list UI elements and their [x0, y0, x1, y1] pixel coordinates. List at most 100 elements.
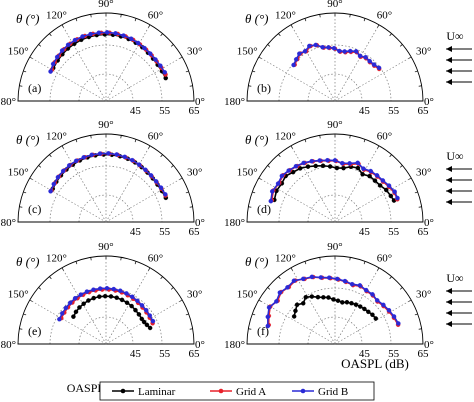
arrow-head	[446, 199, 452, 205]
data-point	[366, 309, 371, 315]
angle-tick	[160, 154, 163, 158]
angle-tick-label: 60°	[148, 130, 163, 142]
grid-arc	[307, 316, 363, 345]
angle-tick	[19, 85, 23, 87]
data-point	[143, 167, 148, 173]
data-point	[266, 305, 272, 310]
grid-spoke	[290, 267, 336, 345]
angle-tick	[414, 191, 418, 194]
data-point	[381, 302, 386, 308]
angle-tick-label: 90°	[327, 119, 342, 131]
data-point	[59, 48, 65, 53]
data-point	[302, 48, 308, 54]
data-point	[380, 178, 386, 183]
grid-spoke	[61, 267, 107, 345]
series-line-grid-b	[270, 159, 399, 202]
data-point	[371, 62, 377, 67]
data-point	[119, 297, 125, 303]
data-point	[353, 49, 359, 54]
angle-tick	[408, 177, 412, 180]
data-point	[102, 293, 108, 299]
radial-tick-label: 55	[159, 348, 171, 360]
angle-tick	[267, 287, 271, 290]
data-point	[55, 174, 61, 180]
angle-tick	[38, 44, 42, 47]
angle-tick	[170, 165, 174, 168]
data-point	[274, 299, 279, 304]
data-point	[48, 189, 53, 194]
data-point	[320, 45, 325, 50]
angle-tick	[399, 287, 403, 290]
theta-axis-label: θ (°)	[16, 254, 40, 269]
data-point	[321, 295, 326, 300]
angle-tick-label: 180°	[0, 96, 16, 108]
outer-boundary	[17, 133, 195, 223]
angle-tick-label: 0°	[424, 217, 434, 229]
data-point	[48, 69, 53, 74]
angle-tick	[349, 14, 351, 18]
data-point	[391, 314, 397, 319]
data-point	[104, 30, 110, 35]
angle-tick	[179, 299, 183, 302]
angle-tick-label: 120°	[46, 252, 67, 264]
angle-tick	[363, 18, 366, 22]
data-point	[368, 168, 373, 174]
data-point	[72, 296, 78, 301]
radial-tick-label: 55	[159, 105, 171, 117]
data-point	[128, 36, 134, 41]
data-point	[285, 285, 290, 290]
angle-tick	[267, 165, 271, 168]
radial-tick-label: 45	[130, 105, 142, 117]
angle-tick	[290, 267, 293, 271]
arrow-head	[446, 46, 452, 52]
angle-tick	[148, 267, 151, 271]
data-point	[315, 294, 321, 300]
data-point	[367, 58, 372, 64]
grid-spoke	[334, 299, 412, 345]
arrow-head	[446, 299, 452, 305]
angle-tick	[185, 191, 189, 194]
grid-spoke	[29, 56, 107, 102]
data-point	[370, 292, 375, 297]
arrow-head	[446, 288, 452, 294]
data-point	[147, 51, 153, 56]
data-point	[89, 152, 94, 158]
data-point	[270, 189, 275, 194]
legend-label: Grid B	[318, 386, 348, 398]
legend-swatch-marker	[300, 388, 306, 394]
data-point	[363, 55, 368, 60]
data-point	[348, 48, 353, 54]
data-point	[50, 61, 56, 67]
data-point	[147, 313, 153, 318]
data-point	[317, 158, 322, 163]
angle-tick-label: 120°	[275, 130, 296, 142]
angle-tick	[399, 165, 403, 168]
data-point	[84, 289, 90, 294]
angle-tick	[377, 145, 380, 149]
angle-tick	[75, 18, 78, 22]
data-point	[118, 288, 123, 293]
data-point	[300, 301, 306, 306]
polar-panel-1: 180° 150° 120° 90° 60° 30° 0° 45 55 65 θ (°) (b)	[224, 0, 434, 117]
angle-tick	[258, 299, 262, 302]
data-point	[386, 183, 392, 188]
angle-tick-label: 180°	[224, 217, 245, 229]
angle-tick	[418, 206, 422, 208]
angle-tick-label: 0°	[424, 339, 434, 351]
data-point	[91, 287, 96, 292]
angle-tick	[90, 257, 92, 261]
data-point	[279, 173, 285, 179]
angle-tick	[90, 135, 92, 139]
angle-tick	[148, 24, 151, 28]
angle-tick	[290, 145, 293, 149]
angle-tick	[160, 33, 163, 37]
angle-tick	[134, 139, 137, 143]
data-point	[97, 151, 103, 156]
data-point	[88, 31, 93, 37]
angle-tick	[75, 261, 78, 265]
data-point	[129, 157, 135, 163]
radial-tick-label: 45	[130, 226, 142, 238]
data-point	[67, 163, 72, 168]
arrow-head	[446, 177, 452, 183]
data-point	[297, 51, 302, 56]
